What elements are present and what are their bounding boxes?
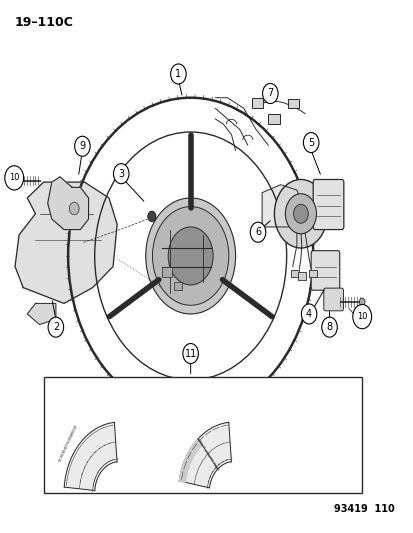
Text: 2: 2 — [52, 322, 59, 332]
Circle shape — [168, 227, 213, 285]
Text: 1: 1 — [175, 69, 181, 79]
Polygon shape — [261, 185, 300, 227]
Text: 9: 9 — [79, 141, 85, 151]
Circle shape — [358, 298, 364, 305]
Text: 10: 10 — [9, 173, 19, 182]
Text: 6: 6 — [254, 227, 261, 237]
Circle shape — [321, 317, 337, 337]
Circle shape — [48, 317, 64, 337]
Text: 8: 8 — [326, 322, 332, 332]
FancyBboxPatch shape — [313, 180, 343, 230]
Circle shape — [262, 84, 278, 103]
Bar — [268, 114, 279, 124]
FancyBboxPatch shape — [323, 288, 343, 311]
Bar — [252, 98, 263, 108]
Polygon shape — [47, 177, 88, 230]
Circle shape — [301, 304, 316, 324]
Text: 7: 7 — [266, 88, 273, 99]
Circle shape — [15, 177, 21, 184]
Polygon shape — [15, 182, 117, 303]
Bar — [161, 266, 172, 277]
Bar — [290, 270, 298, 277]
Polygon shape — [179, 422, 231, 488]
Polygon shape — [64, 422, 117, 490]
Bar — [309, 270, 316, 277]
Text: 19–110C: 19–110C — [15, 16, 74, 29]
Circle shape — [285, 193, 316, 234]
Circle shape — [152, 207, 228, 305]
Bar — [43, 377, 361, 494]
Circle shape — [113, 164, 129, 184]
Circle shape — [352, 304, 371, 329]
Circle shape — [147, 211, 156, 222]
Text: 10: 10 — [356, 312, 367, 321]
Text: 3: 3 — [118, 168, 124, 179]
Circle shape — [183, 343, 198, 364]
Bar — [297, 272, 305, 280]
Circle shape — [74, 136, 90, 156]
Circle shape — [250, 222, 265, 242]
Circle shape — [274, 180, 327, 248]
Text: 4: 4 — [305, 309, 311, 319]
Text: 93419  110: 93419 110 — [333, 504, 394, 514]
Circle shape — [145, 198, 235, 314]
Polygon shape — [27, 303, 56, 325]
Bar — [287, 99, 299, 108]
Circle shape — [170, 64, 186, 84]
Text: 5: 5 — [307, 138, 313, 148]
Circle shape — [293, 204, 308, 223]
FancyBboxPatch shape — [311, 251, 339, 290]
Circle shape — [5, 166, 24, 190]
Circle shape — [303, 133, 318, 152]
Text: SICHERHEITSHINWEISE: SICHERHEITSHINWEISE — [57, 424, 78, 463]
Circle shape — [69, 202, 79, 215]
Bar — [174, 282, 182, 290]
Polygon shape — [179, 439, 202, 482]
Text: 11: 11 — [184, 349, 196, 359]
